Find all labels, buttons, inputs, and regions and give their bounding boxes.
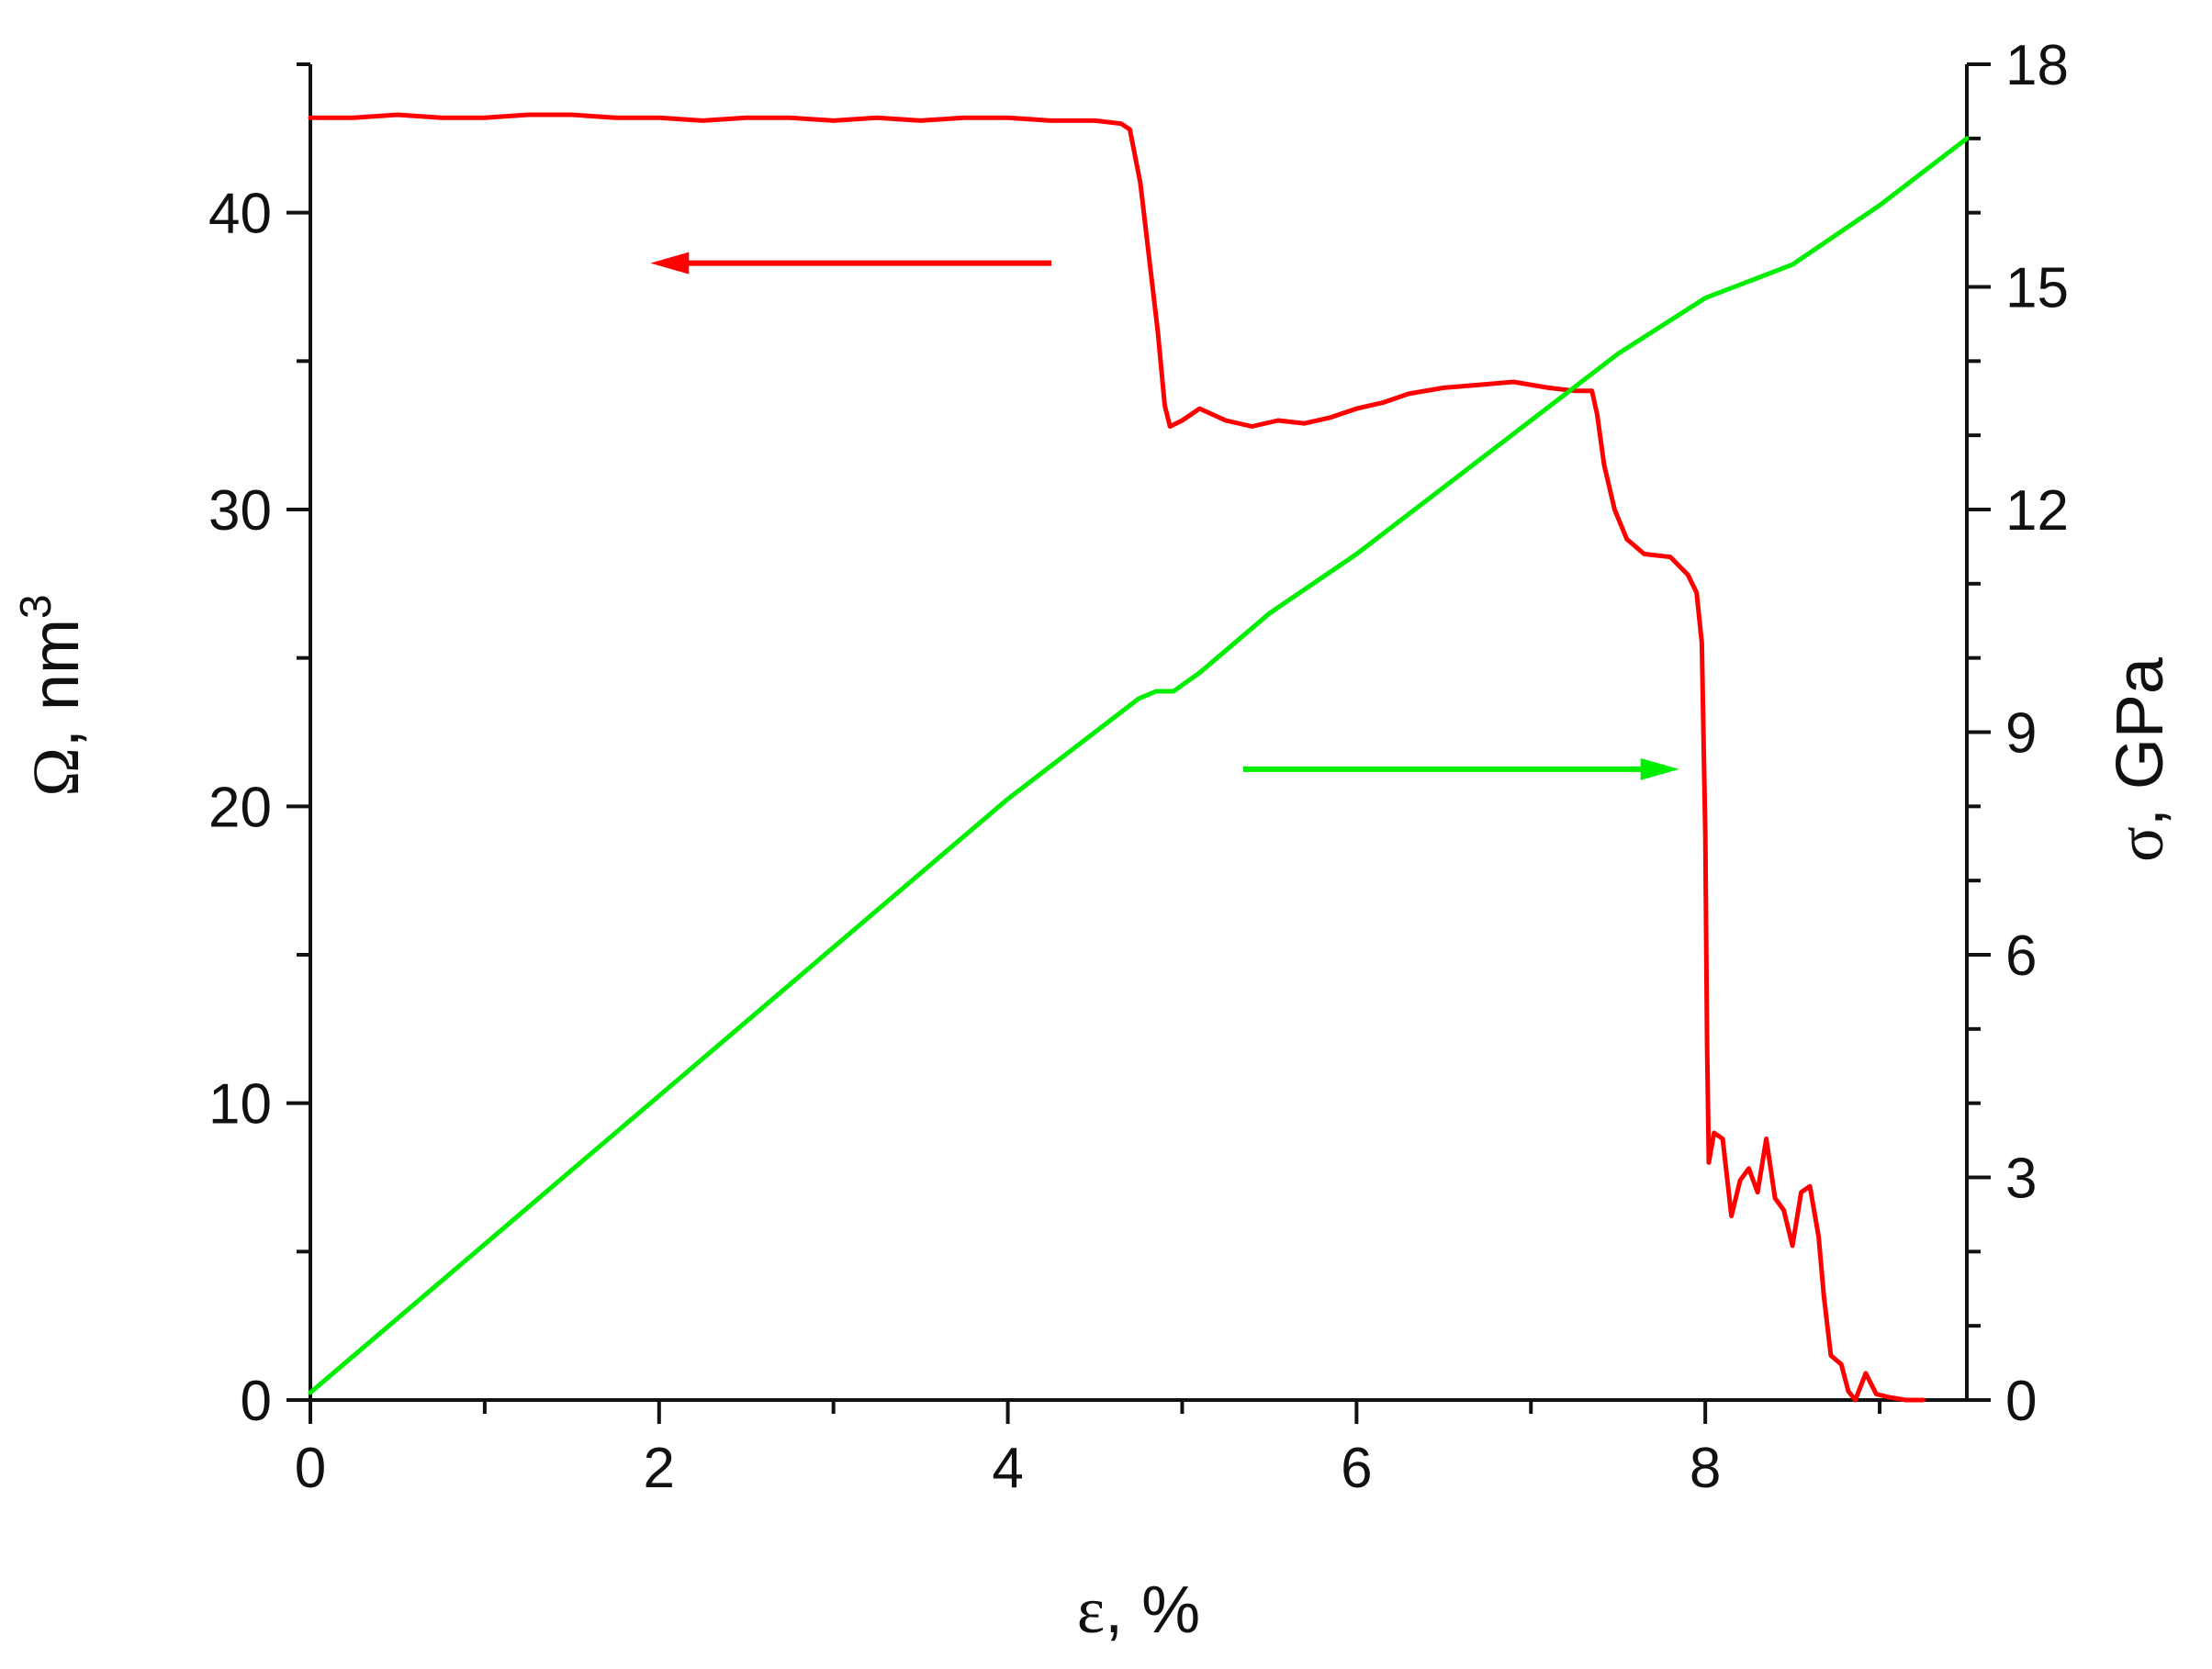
annotation-layer — [650, 252, 1679, 780]
y-right-tick-label: 6 — [2005, 924, 2037, 988]
stress-series-line — [308, 136, 1970, 1395]
x-tick-label: 4 — [992, 1437, 1023, 1500]
y-left-tick-label: 10 — [208, 1073, 272, 1137]
y-right-tick-label: 18 — [2005, 34, 2069, 97]
y-right-tick-label: 9 — [2005, 702, 2037, 766]
y-left-tick-label: 20 — [208, 776, 272, 839]
x-tick-label: 0 — [295, 1437, 326, 1500]
volume-series-line — [308, 112, 1926, 1403]
y-right-tick-label: 12 — [2005, 479, 2069, 543]
left-arrow-head — [650, 252, 690, 274]
x-tick-label: 8 — [1690, 1437, 1721, 1500]
y-right-tick-label: 3 — [2005, 1148, 2037, 1211]
x-tick-label: 2 — [644, 1437, 675, 1500]
right-arrow-head — [1640, 757, 1679, 780]
axes — [286, 62, 1991, 1424]
y-left-tick-label: 0 — [241, 1370, 272, 1433]
y-left-axis-title: Ω, nm3 — [12, 594, 93, 796]
x-tick-label: 6 — [1341, 1437, 1372, 1500]
y-left-tick-label: 30 — [208, 479, 272, 543]
x-axis-title: ε, % — [1077, 1574, 1200, 1647]
y-right-tick-label: 15 — [2005, 257, 2069, 320]
label-layer: 0 2 4 6 8 0 10 20 30 40 0 3 6 9 12 15 18 ε, % Ω, nm3 σ, GPa — [12, 34, 2177, 1647]
y-left-tick-label: 40 — [208, 183, 272, 246]
y-right-tick-label: 0 — [2005, 1370, 2037, 1433]
y-right-axis-title: σ, GPa — [2104, 656, 2177, 862]
series-layer — [308, 112, 1970, 1403]
